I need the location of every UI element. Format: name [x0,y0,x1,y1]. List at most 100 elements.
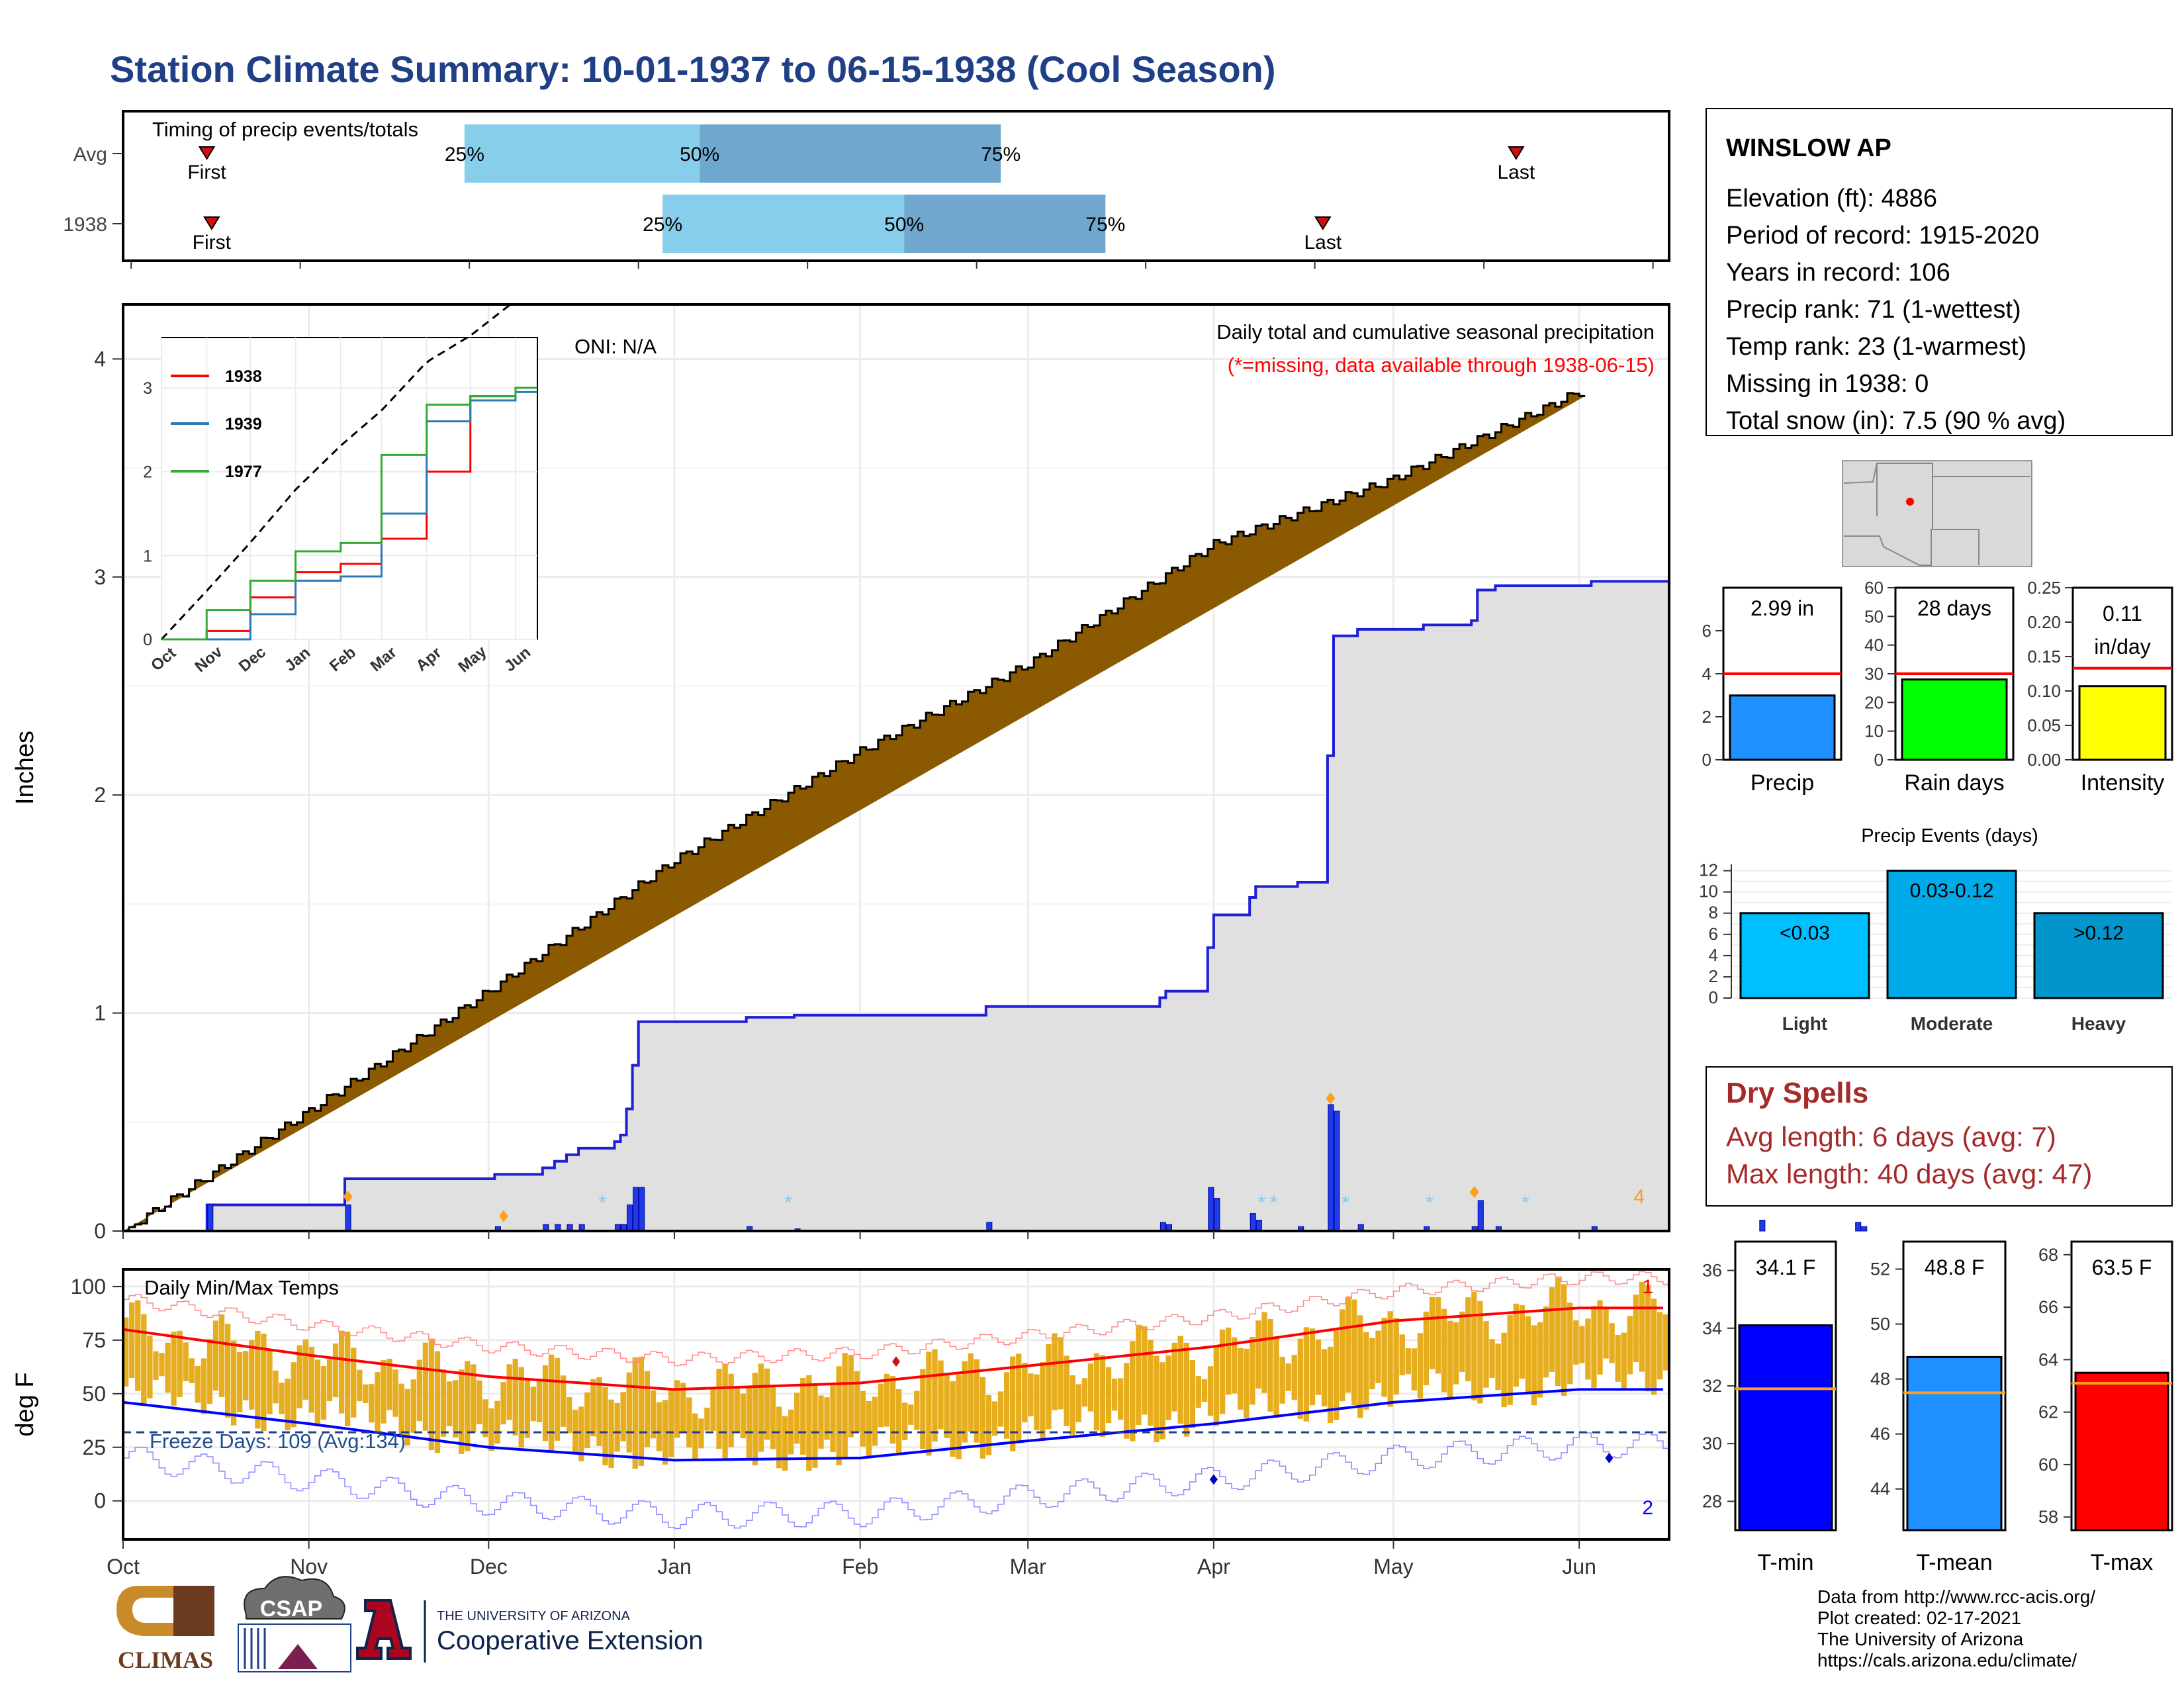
daily-temp-bar [1315,1339,1322,1395]
daily-temp-bar [1058,1338,1064,1410]
mini-bar-value [1729,694,1836,761]
temp-bar-t-min: 34.1 F 28 30 32 34 36 T-min [1702,1240,1837,1575]
inset-average-line [160,302,512,641]
ua-big-text: Cooperative Extension [437,1626,703,1655]
daily-temp-bar [1244,1348,1250,1418]
snow-marker-icon: * [1522,1192,1529,1214]
daily-temp-bar [1513,1303,1519,1387]
daily-temp-bar [1585,1318,1591,1380]
inset-legend-label: 1938 [225,367,262,386]
daily-temp-bar [740,1393,746,1439]
daily-temp-bar [1340,1309,1345,1402]
mini-bar-rain-days: 28 days 0 10 20 30 40 50 60 Rain days [1864,578,2015,796]
daily-temp-bar [1207,1366,1214,1416]
daily-temp-bar [1531,1325,1537,1406]
daily-temp-bar [1238,1348,1244,1410]
mini-bar-value-label: 2.99 in [1751,596,1814,620]
daily-temp-bar [153,1351,159,1380]
month-x-tick-label: Feb [842,1555,878,1578]
events-tick-label: 12 [1699,860,1718,880]
daily-temp-bar [1645,1285,1651,1392]
daily-temp-bar [1375,1330,1381,1383]
daily-temp-bar [1621,1332,1627,1389]
inset-y-tick-label: 1 [143,547,152,565]
daily-temp-bar [195,1365,201,1403]
p25-label: 25% [445,144,484,165]
temp-bar-label: T-mean [1916,1550,1992,1575]
mini-bar-tick-label: 0.20 [2027,612,2061,632]
daily-temp-bar [626,1372,632,1453]
daily-temp-bar [416,1359,422,1422]
mini-bar-tick-label: 40 [1864,635,1884,655]
daily-temp-bar [1213,1345,1220,1426]
missing-note: (*=missing, data available through 1938-… [1228,353,1655,377]
snow-marker-icon: * [1270,1192,1278,1214]
daily-temp-bar [332,1343,339,1398]
daily-temp-bar [171,1332,177,1406]
temps-title: Daily Min/Max Temps [144,1276,339,1299]
csap-text: CSAP [260,1596,322,1622]
inset-line-1977 [161,387,537,641]
timing-row-1938: 25% 50% 75% First Last 1938 [63,195,1342,253]
daily-temp-bar [944,1375,950,1438]
daily-temp-bar [584,1392,590,1449]
daily-precip-bar [1214,1198,1220,1232]
daily-temp-bar [979,1377,986,1459]
mini-bar-value [1901,678,2008,761]
daily-temp-bar [1555,1277,1561,1386]
events-bar-moderate [1886,870,2017,999]
daily-temp-bar [459,1369,465,1454]
events-bin-label: 0.03-0.12 [1910,880,1994,902]
mini-bar-value-label: 28 days [1917,596,1991,620]
events-category-label: Heavy [2071,1013,2126,1034]
temp-bar-tick-label: 46 [1870,1424,1890,1444]
daily-temp-bar [1321,1349,1328,1406]
daily-temp-bar [758,1363,764,1452]
daily-temp-bar [830,1385,836,1453]
mini-bar-tick-label: 50 [1864,606,1884,626]
station-name: WINSLOW AP [1726,134,1891,162]
mini-bar-tick-label: 0.00 [2027,750,2061,770]
mini-bar-tick-label: 0.05 [2027,715,2061,735]
daily-temp-bar [500,1382,506,1425]
footer-credit-line: Data from http://www.rcc-acis.org/ [1817,1586,2095,1607]
daily-temp-bar [375,1372,381,1434]
events-tick-label: 6 [1709,924,1718,944]
climas-emblem-block [173,1586,214,1636]
month-x-tick-label: Dec [470,1555,508,1578]
footer-credit-line: The University of Arizona [1817,1629,2024,1649]
station-line: Elevation (ft): 4886 [1726,185,1937,212]
temp-bar-label: T-max [2091,1550,2153,1575]
daily-temp-bar [968,1353,974,1432]
mini-bar-tick-label: 10 [1864,721,1884,741]
daily-temp-bar [884,1373,890,1427]
events-tick-label: 8 [1709,903,1718,923]
quartile-25-50-bar [464,124,700,183]
daily-temp-bar [1447,1320,1453,1399]
station-line: Years in record: 106 [1726,259,1950,287]
daily-temp-bar [1093,1353,1100,1431]
daily-temp-bar [477,1380,482,1424]
record-low-count: 2 [1642,1497,1653,1519]
events-chart-body: <0.03 Light 0.03-0.12 Moderate >0.12 Heavy 024… [1699,860,2172,1034]
record-low-line [123,1432,1669,1530]
p75-label: 75% [1085,214,1125,236]
precip-y-tick-label: 0 [94,1219,106,1243]
daily-temp-bar [776,1406,782,1469]
daily-temp-bar [1411,1348,1417,1391]
temps-y-tick-label: 0 [94,1489,106,1513]
daily-temp-bar [1124,1363,1130,1439]
daily-temp-bar [518,1367,524,1448]
daily-temp-bar [1118,1378,1124,1420]
daily-temp-bar [1567,1303,1573,1385]
daily-temp-bar [279,1383,285,1414]
daily-temp-bar [1549,1287,1555,1372]
daily-temp-bar [308,1346,315,1413]
mini-bar-tick-label: 0.10 [2027,681,2061,701]
daily-temp-bar [674,1380,680,1438]
daily-temp-bar [746,1387,752,1459]
station-line: Period of record: 1915-2020 [1726,222,2039,250]
precip-subtitle: Daily total and cumulative seasonal prec… [1216,320,1655,343]
map-state-lines [1843,463,2030,484]
daily-temp-bar [1069,1375,1075,1436]
